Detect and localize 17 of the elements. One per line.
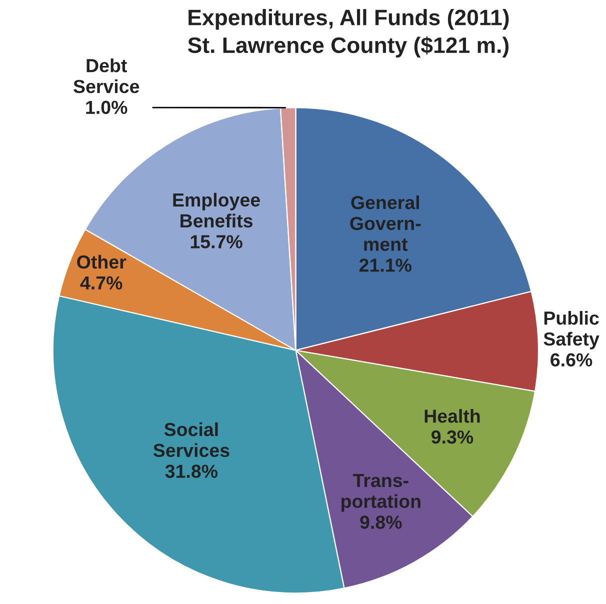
slice-label: Employee Benefits [173, 192, 260, 228]
slice-label: Trans- portation [342, 474, 420, 512]
slice-label: Other [77, 254, 126, 269]
data-label: 21.1% [359, 258, 412, 272]
slice-label: Social Services [153, 422, 230, 458]
data-label: 15.7% [190, 235, 242, 248]
data-label: 9.8% [360, 516, 402, 529]
data-label: 31.8% [165, 464, 218, 478]
chart-title: Expenditures, All Funds (2011) St. Lawrence County ($121 m.) [188, 9, 509, 58]
slice-label: Debt Service [74, 58, 140, 94]
data-label: 9.3% [432, 430, 474, 444]
data-label: 4.7% [80, 276, 122, 290]
data-label: 1.0% [86, 100, 128, 114]
slice-label: Public Safety [544, 310, 600, 350]
slice-label: General Govern- ment [350, 195, 421, 251]
slice-label: Health [424, 409, 480, 423]
data-label: 6.6% [550, 353, 592, 367]
